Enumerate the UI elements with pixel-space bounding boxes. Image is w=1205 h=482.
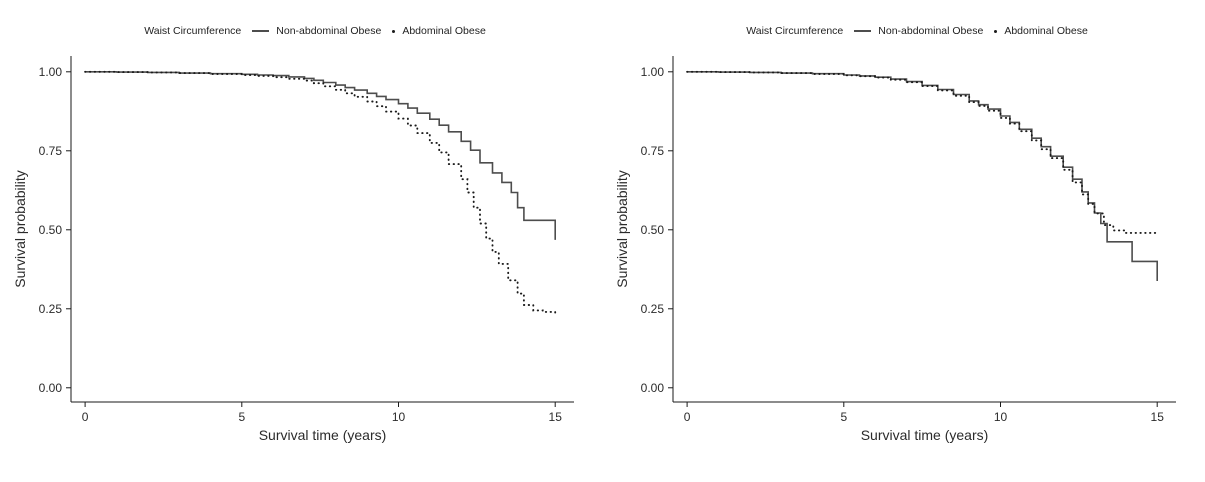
y-axis-title: Survival probability bbox=[12, 170, 28, 288]
legend-title: Waist Circumference bbox=[144, 25, 242, 37]
y-tick-label: 0.00 bbox=[38, 381, 62, 395]
legend-title: Waist Circumference bbox=[746, 25, 844, 37]
km-panel-right: Waist Circumference Non-abdominal Obese … bbox=[602, 0, 1204, 482]
y-tick-label: 0.75 bbox=[640, 144, 664, 158]
km-plot-right: 0.00 0.25 0.50 0.75 1.00 0 5 10 15 Survival time … bbox=[614, 56, 1176, 443]
series-dotted bbox=[685, 70, 1158, 235]
y-axis-title: Survival probability bbox=[614, 170, 630, 288]
km-panel-left: Waist Circumference Non-abdominal Obese … bbox=[0, 0, 602, 482]
x-tick-label: 15 bbox=[548, 410, 562, 424]
x-tick-label: 15 bbox=[1150, 410, 1164, 424]
x-tick-label: 10 bbox=[391, 410, 405, 424]
legend-left: Waist Circumference Non-abdominal Obese … bbox=[144, 22, 486, 40]
y-tick-label: 1.00 bbox=[640, 65, 664, 79]
legend-right: Waist Circumference Non-abdominal Obese … bbox=[746, 22, 1088, 40]
y-tick-label: 0.25 bbox=[38, 302, 62, 316]
y-tick-label: 0.75 bbox=[38, 144, 62, 158]
y-tick-label: 0.50 bbox=[640, 223, 664, 237]
series-dotted bbox=[83, 70, 556, 314]
y-tick-label: 1.00 bbox=[38, 65, 62, 79]
x-tick-label: 5 bbox=[840, 410, 847, 424]
dotted-line-key-icon bbox=[392, 29, 396, 33]
x-tick-label: 10 bbox=[993, 410, 1007, 424]
legend-label-non-abdominal: Non-abdominal Obese bbox=[276, 25, 382, 37]
x-axis-title: Survival time (years) bbox=[860, 427, 988, 443]
x-tick-label: 0 bbox=[81, 410, 88, 424]
legend-label-abdominal: Abdominal Obese bbox=[1004, 25, 1088, 37]
y-tick-label: 0.50 bbox=[38, 223, 62, 237]
y-tick-label: 0.25 bbox=[640, 302, 664, 316]
x-tick-label: 0 bbox=[683, 410, 690, 424]
legend-label-non-abdominal: Non-abdominal Obese bbox=[878, 25, 984, 37]
solid-line-key-icon bbox=[854, 30, 872, 32]
km-plot-left: 0.00 0.25 0.50 0.75 1.00 0 5 10 15 Survival time … bbox=[12, 56, 574, 443]
x-axis-title: Survival time (years) bbox=[258, 427, 386, 443]
x-tick-label: 5 bbox=[238, 410, 245, 424]
series-solid bbox=[84, 71, 556, 240]
y-tick-label: 0.00 bbox=[640, 381, 664, 395]
series-solid bbox=[686, 71, 1158, 281]
solid-line-key-icon bbox=[252, 30, 270, 32]
legend-label-abdominal: Abdominal Obese bbox=[402, 25, 486, 37]
dotted-line-key-icon bbox=[994, 29, 998, 33]
